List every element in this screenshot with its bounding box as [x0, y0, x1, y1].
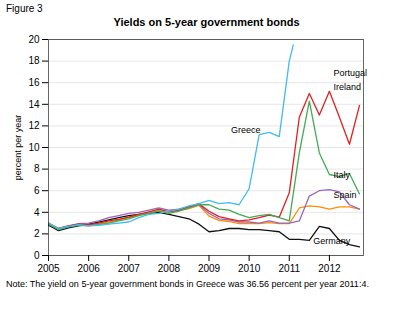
svg-text:10: 10: [28, 142, 40, 153]
svg-text:Italy: Italy: [333, 170, 350, 180]
svg-text:2005: 2005: [37, 263, 60, 274]
svg-text:Greece: Greece: [231, 125, 261, 135]
html-text:Yields on 5-year government bo: Yields on 5-year government bonds: [113, 16, 300, 28]
svg-text:2010: 2010: [238, 263, 261, 274]
svg-text:8: 8: [34, 163, 40, 174]
svg-text:2012: 2012: [318, 263, 341, 274]
svg-text:16: 16: [28, 77, 40, 88]
svg-text:4: 4: [34, 207, 40, 218]
svg-text:2006: 2006: [78, 263, 101, 274]
svg-text:6: 6: [34, 185, 40, 196]
html-text:Figure 3: Figure 3: [6, 3, 43, 14]
svg-text:20: 20: [28, 34, 40, 45]
svg-text:2: 2: [34, 228, 40, 239]
svg-text:2007: 2007: [118, 263, 141, 274]
svg-text:Germany: Germany: [313, 236, 351, 246]
svg-text:2009: 2009: [198, 263, 221, 274]
svg-text:14: 14: [28, 99, 40, 110]
svg-text:2011: 2011: [279, 263, 301, 274]
svg-text:0: 0: [34, 250, 40, 261]
svg-text:percent per year: percent per year: [13, 115, 23, 181]
html-text:Note: The yield on 5-year gove: Note: The yield on 5-year government bon…: [6, 279, 369, 289]
svg-text:Spain: Spain: [333, 190, 356, 200]
svg-text:18: 18: [28, 55, 40, 66]
svg-text:Portugal: Portugal: [333, 68, 367, 78]
svg-text:12: 12: [28, 120, 40, 131]
svg-text:Ireland: Ireland: [333, 82, 361, 92]
svg-text:2008: 2008: [158, 263, 181, 274]
